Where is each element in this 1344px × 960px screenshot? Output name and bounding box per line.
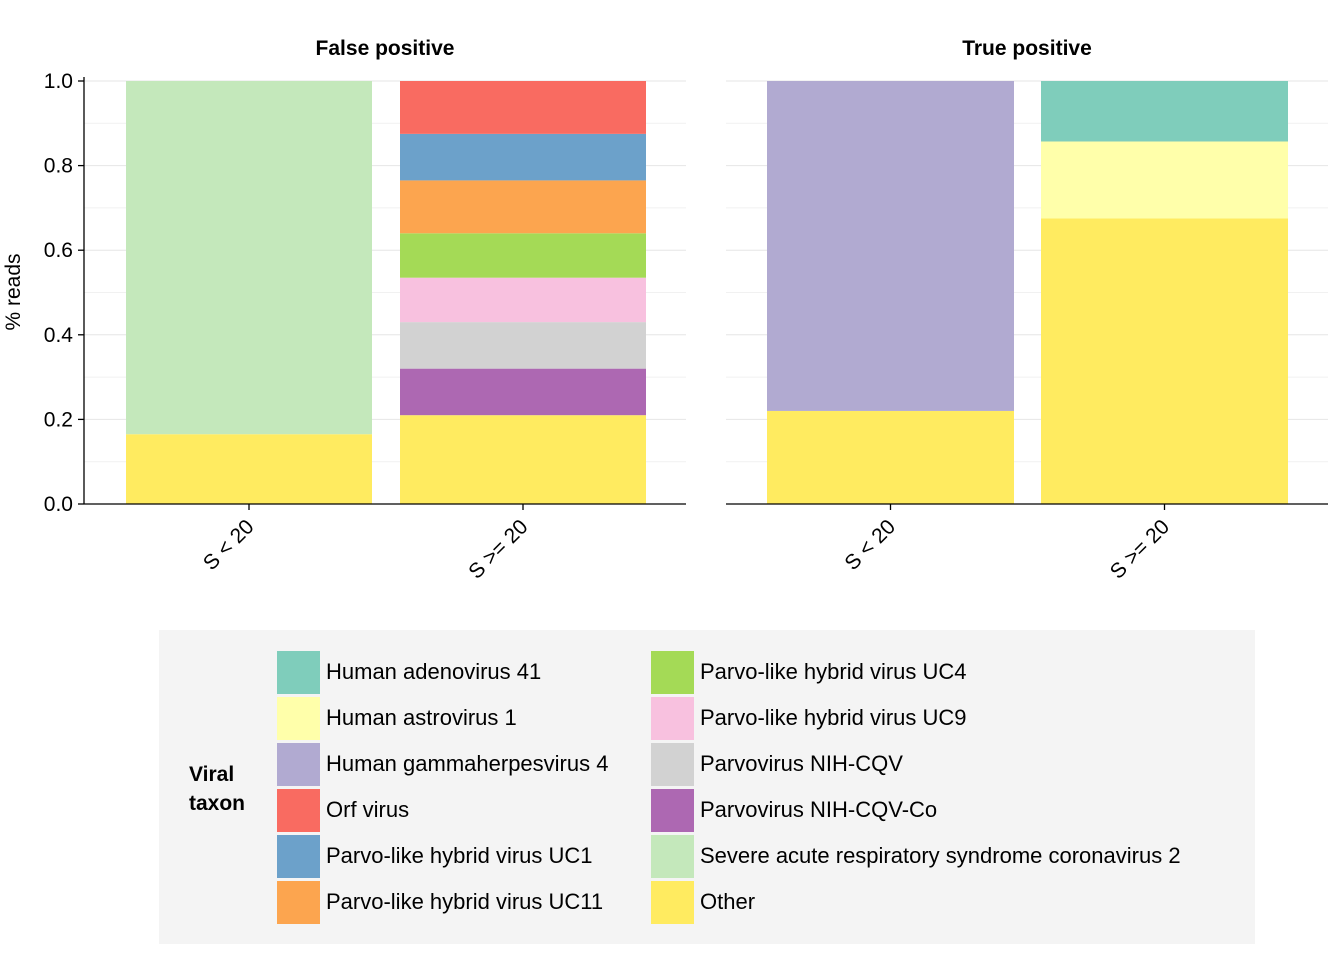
legend-item: Parvo-like hybrid virus UC11 — [277, 880, 603, 924]
bar-segment — [400, 368, 646, 416]
legend-label: Parvo-like hybrid virus UC1 — [326, 843, 593, 868]
legend-swatch — [277, 880, 320, 924]
x-tick-label: S >= 20 — [464, 515, 532, 583]
legend-label: Orf virus — [326, 797, 410, 822]
legend-swatch — [651, 742, 694, 786]
x-tick-label: S >= 20 — [1106, 515, 1174, 583]
legend-item: Orf virus — [277, 788, 409, 832]
legend-item: Human astrovirus 1 — [277, 696, 517, 740]
bar-segment — [767, 81, 1014, 411]
legend-swatch — [277, 696, 320, 740]
x-tick-label: S < 20 — [840, 515, 900, 575]
y-tick-label: 1.0 — [44, 70, 73, 93]
legend-swatch — [651, 650, 694, 694]
legend-swatch — [277, 650, 320, 694]
bar-segment — [400, 81, 646, 134]
y-tick-label: 0.4 — [44, 324, 74, 347]
legend-item: Parvo-like hybrid virus UC1 — [277, 834, 593, 878]
legend-swatch — [277, 834, 320, 878]
legend-item: Human adenovirus 41 — [277, 650, 541, 694]
y-tick-label: 0.0 — [44, 493, 73, 516]
legend-item: Parvo-like hybrid virus UC9 — [651, 696, 967, 740]
legend-label: Human adenovirus 41 — [326, 659, 542, 684]
panel-title: True positive — [962, 37, 1092, 60]
panel-false-positive: False positive S < 20 S >= 20 0.0 0.2 0.4 0.6 0… — [44, 37, 686, 584]
legend-item: Human gammaherpesvirus 4 — [277, 742, 608, 786]
legend-label: Parvo-like hybrid virus UC9 — [700, 705, 967, 730]
bar-segment — [126, 81, 372, 435]
y-tick-label: 0.2 — [44, 408, 73, 431]
bar-segment — [400, 180, 646, 234]
legend-label: Human astrovirus 1 — [326, 705, 517, 730]
legend-label: Parvovirus NIH-CQV — [700, 751, 903, 776]
bar-segment — [1041, 81, 1288, 142]
legend-swatch — [277, 742, 320, 786]
legend: Viral taxon Human adenovirus 41 Human astr… — [159, 630, 1255, 944]
legend-label: Parvovirus NIH-CQV-Co — [700, 797, 938, 822]
x-tick-label: S < 20 — [199, 515, 259, 575]
legend-swatch — [651, 788, 694, 832]
legend-swatch — [277, 788, 320, 832]
legend-label: Other — [700, 889, 756, 914]
bar-segment — [400, 133, 646, 181]
bar-segment — [400, 233, 646, 278]
y-tick-label: 0.6 — [44, 239, 73, 262]
bar-segment — [400, 322, 646, 369]
y-tick-label: 0.8 — [44, 155, 73, 178]
legend-item: Other — [651, 880, 755, 924]
legend-label: Human gammaherpesvirus 4 — [326, 751, 609, 776]
panel-title: False positive — [316, 37, 455, 60]
legend-item: Severe acute respiratory syndrome corona… — [651, 834, 1181, 878]
legend-swatch — [651, 834, 694, 878]
legend-label: Severe acute respiratory syndrome corona… — [700, 843, 1181, 868]
legend-item: Parvovirus NIH-CQV-Co — [651, 788, 937, 832]
legend-label: Parvo-like hybrid virus UC4 — [700, 659, 967, 684]
legend-item: Parvovirus NIH-CQV — [651, 742, 903, 786]
legend-title: Viral taxon — [189, 763, 246, 815]
bar-segment — [126, 434, 372, 504]
bar-segment — [400, 277, 646, 323]
legend-swatch — [651, 696, 694, 740]
y-axis-label: % reads — [2, 253, 25, 330]
panel-true-positive: True positive S < 20 S >= 20 — [726, 37, 1328, 584]
bar-segment — [767, 410, 1014, 504]
legend-swatch — [651, 880, 694, 924]
legend-label: Parvo-like hybrid virus UC11 — [326, 889, 604, 914]
legend-item: Parvo-like hybrid virus UC4 — [651, 650, 967, 694]
bar-segment — [1041, 218, 1288, 504]
bar-segment — [1041, 141, 1288, 219]
bar-segment — [400, 415, 646, 504]
